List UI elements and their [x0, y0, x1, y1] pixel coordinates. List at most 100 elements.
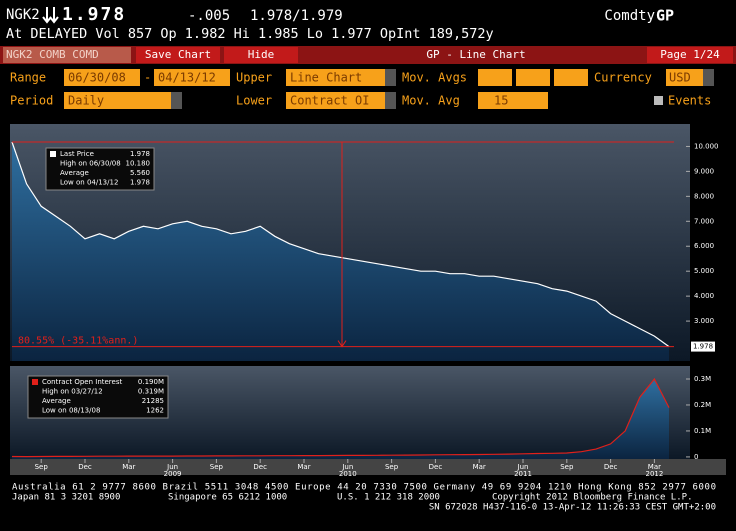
page-label: Page 1/24: [660, 48, 720, 61]
x-year-label: 2011: [514, 470, 532, 478]
mov-avg-field-1[interactable]: [478, 69, 512, 86]
save-chart-label: Save Chart: [145, 48, 211, 61]
upper-value: Line Chart: [290, 71, 362, 85]
end-date-field[interactable]: [154, 69, 230, 86]
y-tick-label: 7.000: [694, 217, 714, 225]
footer-text: U.S. 1 212 318 2000: [337, 493, 440, 503]
mov-avg-field-2[interactable]: [516, 69, 550, 86]
start-date-field[interactable]: [64, 69, 140, 86]
footer-text: Singapore 65 6212 1000: [168, 493, 287, 503]
legend-label: Average: [60, 169, 89, 177]
x-year-label: 2009: [164, 470, 182, 478]
period-value: Daily: [68, 94, 104, 108]
period-dropdown[interactable]: [64, 92, 182, 109]
x-tick-label: Mar: [297, 463, 310, 471]
x-tick-label: Mar: [648, 463, 661, 471]
legend-label: High on 03/27/12: [42, 388, 103, 396]
upper-label: Upper: [236, 71, 272, 85]
x-tick-label: Mar: [473, 463, 486, 471]
footer-text: Copyright 2012 Bloomberg Finance L.P.: [492, 493, 692, 503]
currency-label: Currency: [594, 71, 652, 85]
y-tick-label: 4.000: [694, 292, 714, 300]
y-tick-label: 0.3M: [694, 375, 711, 383]
x-tick-label: Sep: [210, 463, 224, 471]
x-tick-label: Jun: [166, 463, 178, 471]
quote-info: At DELAYED Vol 857 Op 1.982 Hi 1.985 Lo …: [6, 26, 494, 42]
x-tick-label: Sep: [35, 463, 49, 471]
x-tick-label: Mar: [122, 463, 135, 471]
end-date: 04/13/12: [158, 71, 216, 85]
currency-dropdown[interactable]: [666, 69, 714, 86]
legend-swatch: [50, 151, 56, 157]
dropdown-arrow: [385, 92, 396, 109]
mov-avg-value: 15: [494, 94, 508, 108]
y-tick-label: 8.000: [694, 192, 714, 200]
events-label: Events: [668, 94, 711, 108]
legend-value: 1.978: [130, 179, 150, 187]
change-annotation: 80.55% (-35.11%ann.): [18, 336, 138, 347]
x-tick-label: Dec: [78, 463, 92, 471]
dropdown-arrow: [171, 92, 182, 109]
x-tick-label: Dec: [253, 463, 267, 471]
legend-value: 10.180: [126, 160, 151, 168]
start-date: 06/30/08: [68, 71, 126, 85]
x-tick-label: Sep: [385, 463, 399, 471]
axis-strip: [690, 124, 726, 461]
save-chart-button[interactable]: [136, 47, 220, 63]
events-checkbox[interactable]: [654, 96, 663, 105]
y-tick-label: 10.000: [694, 142, 719, 150]
net-change: -.005: [188, 8, 230, 24]
market-sector: Comdty: [604, 8, 655, 24]
footer-text: Australia 61 2 9777 8600 Brazil 5511 304…: [12, 483, 716, 493]
lower-value: Contract OI: [290, 94, 369, 108]
y-tick-label: 0: [694, 453, 698, 461]
x-tick-label: Dec: [604, 463, 618, 471]
y-tick-label: 5.000: [694, 267, 714, 275]
down-arrow-icon: [42, 7, 59, 24]
x-year-label: 2010: [339, 470, 357, 478]
hide-label: Hide: [248, 48, 275, 61]
legend-value: 5.560: [130, 169, 150, 177]
series-line: [11, 377, 670, 458]
legend-value: 1262: [146, 407, 164, 415]
currency-value: USD: [669, 71, 691, 85]
legend-box: [27, 375, 169, 419]
y-tick-label: 3.000: [694, 317, 714, 325]
arrow-head: [337, 340, 347, 348]
lower-label: Lower: [236, 94, 272, 108]
legend-label: Low on 08/13/08: [42, 407, 100, 415]
legend-swatch: [32, 379, 38, 385]
hide-button[interactable]: [224, 47, 298, 63]
legend-value: 1.978: [130, 150, 150, 158]
period-label: Period: [10, 94, 53, 108]
security-tab[interactable]: [3, 47, 131, 63]
last-price-tag: [691, 341, 715, 352]
legend-label: High on 06/30/08: [60, 160, 121, 168]
mov-avg-field[interactable]: [478, 92, 548, 109]
page-indicator[interactable]: [647, 47, 733, 63]
y-tick-label: 6.000: [694, 242, 714, 250]
x-tick-label: Dec: [429, 463, 443, 471]
x-tick-label: Jun: [517, 463, 529, 471]
series-line: [11, 141, 670, 348]
mov-avg-field-3[interactable]: [554, 69, 588, 86]
y-tick-label: 0.2M: [694, 401, 711, 409]
function-code: GP: [656, 7, 674, 25]
mov-avg-label: Mov. Avg: [402, 94, 460, 108]
last-price: 1.978: [62, 4, 126, 25]
area-fill: [12, 142, 669, 361]
area-fill: [12, 379, 669, 459]
legend-label: Contract Open Interest: [42, 378, 122, 386]
upper-dropdown[interactable]: [286, 69, 396, 86]
x-axis-strip: [10, 459, 726, 475]
legend-label: Low on 04/13/12: [60, 179, 118, 187]
bid-ask: 1.978/1.979: [250, 8, 343, 24]
lower-dropdown[interactable]: [286, 92, 396, 109]
dropdown-arrow: [385, 69, 396, 86]
x-tick-label: Sep: [560, 463, 574, 471]
range-dash: -: [144, 71, 151, 85]
legend-label: Last Price: [60, 150, 94, 158]
legend-value: 0.190M: [138, 378, 164, 386]
x-tick-label: Jun: [341, 463, 353, 471]
